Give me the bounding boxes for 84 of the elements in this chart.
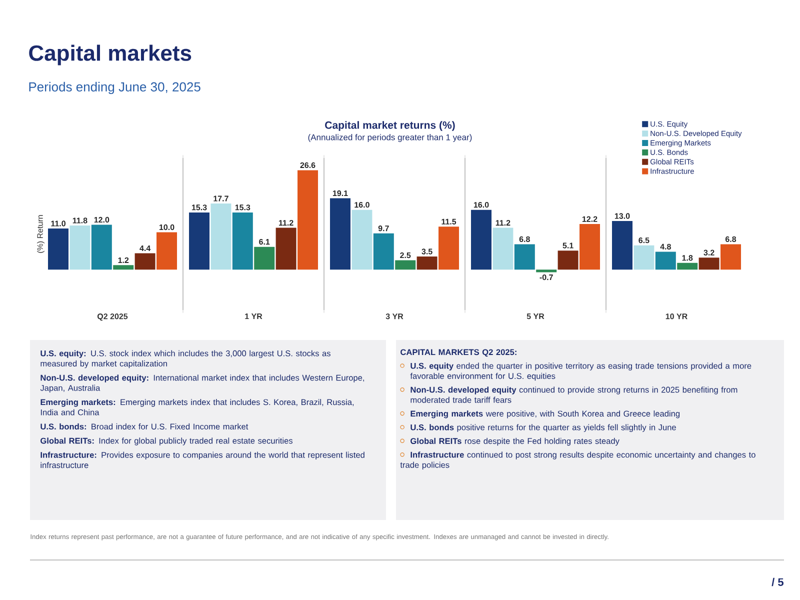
- data-label: 15.3: [192, 204, 207, 210]
- text: CAPITAL MARKETS Q2 2025:: [400, 349, 516, 357]
- data-label: 6.8: [725, 236, 736, 242]
- text: U.S. bonds positive returns for the quarter as yields fell slightly in June: [410, 424, 676, 432]
- text: U.S. equity: U.S. stock index which includes the 3,000 largest U.S. stocks as measured by market capitalization: [40, 350, 330, 368]
- bar: [612, 221, 633, 270]
- bar: [298, 170, 318, 270]
- text: Emerging markets: Emerging markets index that includes S. Korea, Brazil, Russia, India and China: [40, 399, 354, 416]
- x-tick-label: 3 YR: [386, 314, 404, 320]
- bar: [536, 270, 557, 272]
- y-axis-title: (%) Return: [37, 215, 44, 253]
- bar: [156, 232, 177, 270]
- bar: [438, 226, 460, 270]
- data-label: 4.4: [140, 245, 151, 251]
- chart-title: Capital markets: [29, 44, 192, 66]
- text: Non-U.S. developed equity continued to provide strong returns in 2025 benefiting from moderated trade tariff fears: [410, 386, 738, 403]
- bar: [232, 212, 253, 270]
- text: Infrastructure continued to post strong results despite economic uncertainty and changes to trade policies: [400, 452, 756, 470]
- bar: [655, 252, 676, 270]
- text: / 5: [772, 578, 784, 586]
- bar: [677, 262, 698, 270]
- bar: [395, 260, 416, 270]
- data-label: 3.5: [422, 248, 432, 254]
- data-label: 1.2: [118, 257, 129, 263]
- data-label: 12.0: [94, 216, 110, 223]
- bar: [113, 265, 134, 270]
- text: Infrastructure: Provides exposure to companies around the world that represent listed infrastructure: [40, 452, 364, 468]
- data-label: 11.5: [442, 218, 456, 224]
- data-label: 5.1: [562, 242, 574, 248]
- bar: [276, 228, 296, 270]
- data-label: 11.0: [51, 220, 66, 226]
- chart-subtitle: Periods ending June 30, 2025: [29, 82, 200, 94]
- data-label: 19.1: [332, 190, 348, 196]
- text: Global REITs rose despite the Fed holding rates steady: [410, 438, 620, 446]
- text: (Annualized for periods greater than 1 year): [308, 134, 472, 142]
- data-label: 6.1: [259, 238, 270, 245]
- data-label: 17.7: [214, 196, 228, 202]
- bar: [558, 250, 578, 270]
- bar: [189, 212, 210, 270]
- x-tick-label: 5 YR: [526, 314, 544, 320]
- bar: [471, 210, 492, 270]
- bar: [698, 258, 720, 270]
- data-label: -0.7: [540, 274, 553, 280]
- bar: [70, 226, 90, 270]
- bar: [373, 233, 394, 270]
- bar: [416, 256, 438, 270]
- data-label: 12.2: [582, 216, 598, 222]
- bar: [330, 198, 350, 270]
- text: U.S. bonds: Broad index for U.S. Fixed Income market: [40, 423, 248, 430]
- data-label: 1.8: [682, 255, 693, 261]
- bar: [720, 244, 741, 270]
- text: Emerging markets were positive, with South Korea and Greece leading: [410, 410, 680, 418]
- text: Global REITs: Index for global publicly traded real estate securities: [40, 438, 292, 446]
- data-label: 11.8: [72, 218, 88, 224]
- bar: [634, 245, 654, 270]
- data-label: 15.3: [235, 204, 250, 210]
- data-label: 26.6: [300, 162, 316, 168]
- data-label: 10.0: [159, 224, 174, 230]
- bar: [210, 204, 232, 270]
- bar: [352, 210, 372, 270]
- data-label: 3.2: [704, 250, 714, 256]
- data-label: 13.0: [614, 213, 630, 219]
- text: Non-U.S. developed equity: International market index that includes Western Europe, Japan, Australia: [40, 374, 364, 393]
- bar: [580, 224, 600, 270]
- data-label: 9.7: [378, 226, 389, 232]
- data-label: 11.2: [278, 220, 294, 226]
- x-tick-label: 1 YR: [245, 314, 262, 320]
- data-label: 2.5: [400, 252, 411, 258]
- x-tick-label: Q2 2025: [97, 314, 128, 321]
- data-label: 11.2: [496, 220, 510, 226]
- bar: [91, 224, 112, 270]
- bar: [254, 246, 275, 270]
- bar: [134, 253, 156, 270]
- text: Capital market returns (%): [325, 121, 455, 131]
- text: U.S. equity ended the quarter in positive territory as easing trade tensions provided a more favorable environment for U.S. equities: [410, 362, 752, 381]
- bar: [48, 228, 69, 270]
- x-tick-label: 10 YR: [666, 314, 688, 320]
- data-label: 16.0: [474, 202, 489, 208]
- data-label: 6.8: [519, 236, 530, 242]
- bar: [514, 244, 535, 270]
- data-label: 6.5: [638, 237, 650, 244]
- data-label: 16.0: [354, 202, 370, 208]
- data-label: 4.8: [660, 244, 671, 250]
- bar: [492, 228, 514, 270]
